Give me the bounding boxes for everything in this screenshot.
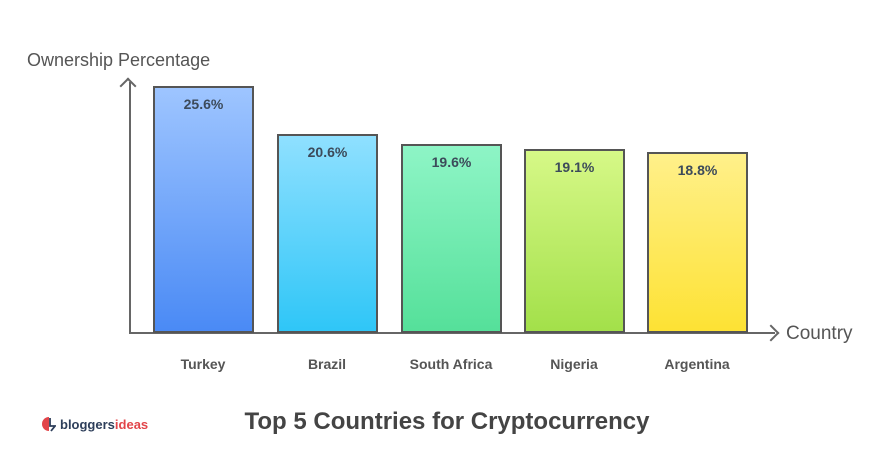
bar-argentina: 18.8% bbox=[647, 152, 748, 333]
category-label: Nigeria bbox=[550, 356, 598, 372]
category-label: South Africa bbox=[409, 356, 493, 372]
logo-text-ideas: ideas bbox=[114, 416, 149, 432]
x-axis-arrow-icon bbox=[762, 324, 780, 342]
y-axis-label: Ownership Percentage bbox=[27, 50, 211, 70]
y-axis-arrow-icon bbox=[119, 77, 137, 95]
x-axis-label: Country bbox=[786, 323, 853, 344]
chart-title: Top 5 Countries for Cryptocurrency bbox=[244, 408, 650, 435]
bar-value-label: 25.6% bbox=[183, 96, 224, 112]
bar-nigeria: 19.1% bbox=[524, 149, 625, 333]
bar-value-label: 19.1% bbox=[554, 159, 595, 175]
bar-value-label: 18.8% bbox=[677, 162, 718, 178]
bar-turkey: 25.6% bbox=[153, 86, 254, 333]
logo-mark-icon bbox=[42, 417, 56, 432]
category-label: Argentina bbox=[664, 356, 730, 372]
bar-brazil: 20.6% bbox=[277, 134, 378, 333]
bar-south-africa: 19.6% bbox=[401, 144, 502, 333]
bloggersideas-logo: bloggersideas bbox=[42, 416, 148, 432]
logo-text-bloggers: bloggers bbox=[60, 416, 115, 432]
bar-value-label: 20.6% bbox=[307, 144, 348, 160]
bar-value-label: 19.6% bbox=[431, 154, 472, 170]
category-label: Turkey bbox=[180, 356, 226, 372]
category-label: Brazil bbox=[307, 356, 347, 372]
y-axis bbox=[129, 82, 131, 334]
x-axis bbox=[129, 332, 775, 334]
